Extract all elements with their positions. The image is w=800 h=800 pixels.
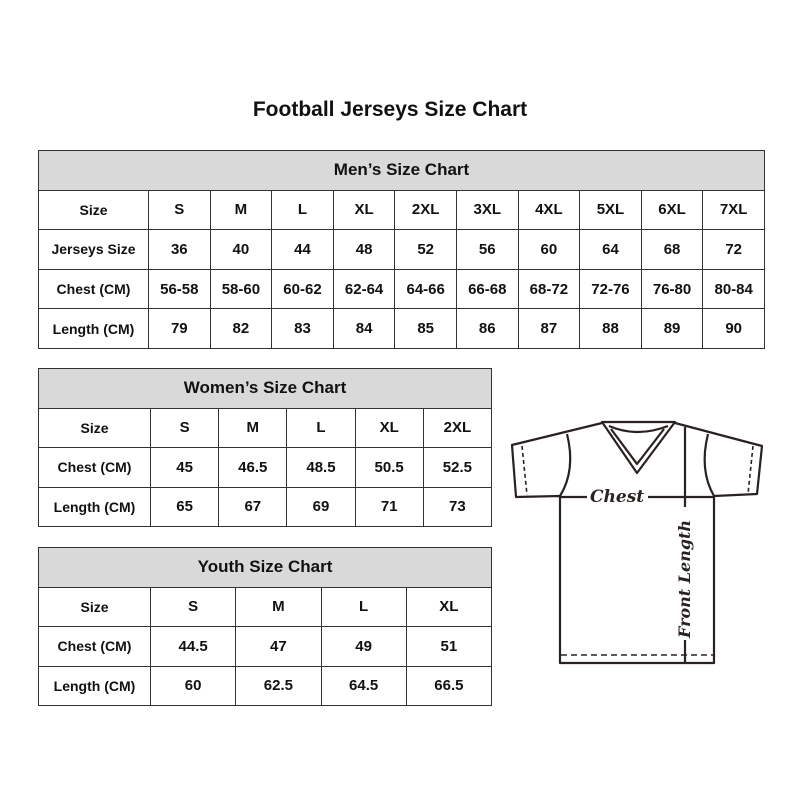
table-cell: 87 <box>517 308 581 349</box>
table-cell: 51 <box>405 626 493 667</box>
table-cell: 40 <box>209 229 273 270</box>
table-cell: 66-68 <box>455 268 519 310</box>
table-cell: 5XL <box>579 189 642 231</box>
table-cell: 52.5 <box>422 447 493 488</box>
table-cell: 7XL <box>702 189 765 231</box>
table-cell: 47 <box>235 626 322 667</box>
table-cell: 60 <box>149 665 237 706</box>
table-cell: M <box>235 586 322 627</box>
table-row: Size S M L XL 2XL 3XL 4XL 5XL 6XL 7XL <box>38 189 765 231</box>
table-cell: 68-72 <box>517 268 581 310</box>
table-cell: XL <box>332 189 396 231</box>
table-cell: 71 <box>354 486 424 527</box>
table-cell: L <box>286 407 356 448</box>
chest-label: Chest <box>590 487 644 507</box>
table-cell: 2XL <box>422 407 493 448</box>
table-cell: 44 <box>271 229 334 270</box>
table-cell: 67 <box>218 486 288 527</box>
table-cell: XL <box>405 586 493 627</box>
page-title: Football Jerseys Size Chart <box>252 98 528 121</box>
table-cell: 69 <box>286 486 356 527</box>
table-cell: 56-58 <box>148 268 211 310</box>
row-label: Size <box>38 189 149 231</box>
table-cell: 6XL <box>640 189 704 231</box>
table-cell: L <box>271 189 334 231</box>
row-label: Size <box>38 407 151 448</box>
table-cell: 49 <box>320 626 407 667</box>
table-cell: 50.5 <box>354 447 424 488</box>
row-label: Chest (CM) <box>38 447 151 488</box>
youth-size-table: Youth Size Chart Size S M L XL Chest (CM) 44.5… <box>38 547 493 706</box>
table-cell: 44.5 <box>149 626 237 667</box>
table-cell: 60 <box>517 229 581 270</box>
table-cell: 62.5 <box>235 665 322 706</box>
table-cell: M <box>218 407 288 448</box>
front-length-label: Front Length <box>675 520 694 639</box>
table-cell: 82 <box>209 308 273 349</box>
jersey-outline <box>510 421 764 665</box>
table-cell: 85 <box>394 308 457 349</box>
table-cell: 86 <box>455 308 519 349</box>
row-label: Chest (CM) <box>38 626 151 667</box>
table-cell: XL <box>354 407 424 448</box>
table-row: Length (CM) 65 67 69 71 73 <box>38 486 493 527</box>
table-cell: 88 <box>579 308 642 349</box>
table-cell: L <box>320 586 407 627</box>
table-cell: 48 <box>332 229 396 270</box>
table-cell: 84 <box>332 308 396 349</box>
table-cell: 36 <box>148 229 211 270</box>
row-label: Length (CM) <box>38 486 151 527</box>
row-label: Size <box>38 586 151 627</box>
table-row: Size S M L XL 2XL <box>38 407 493 448</box>
row-label: Jerseys Size <box>38 229 149 270</box>
table-cell: 48.5 <box>286 447 356 488</box>
table-cell: 66.5 <box>405 665 493 706</box>
table-cell: 64.5 <box>320 665 407 706</box>
jersey-collar <box>600 420 677 475</box>
table-row: Chest (CM) 45 46.5 48.5 50.5 52.5 <box>38 447 493 488</box>
womens-table-title: Women’s Size Chart <box>38 368 492 409</box>
table-cell: 90 <box>702 308 765 349</box>
table-cell: 45 <box>149 447 220 488</box>
table-cell: 65 <box>149 486 220 527</box>
mens-table-title: Men’s Size Chart <box>38 150 765 191</box>
table-row: Length (CM) 79 82 83 84 85 86 87 88 89 90 <box>38 308 765 349</box>
table-cell: S <box>149 407 220 448</box>
table-cell: S <box>149 586 237 627</box>
youth-table-title: Youth Size Chart <box>38 547 492 588</box>
row-label: Length (CM) <box>38 308 149 349</box>
table-row: Chest (CM) 44.5 47 49 51 <box>38 626 493 667</box>
table-cell: 76-80 <box>640 268 704 310</box>
womens-size-table: Women’s Size Chart Size S M L XL 2XL Chest (CM… <box>38 368 493 527</box>
table-cell: 62-64 <box>332 268 396 310</box>
table-cell: 73 <box>422 486 493 527</box>
table-row: Size S M L XL <box>38 586 493 627</box>
table-cell: 68 <box>640 229 704 270</box>
table-cell: 80-84 <box>702 268 765 310</box>
table-cell: 60-62 <box>271 268 334 310</box>
table-row: Length (CM) 60 62.5 64.5 66.5 <box>38 665 493 706</box>
mens-size-table: Men’s Size Chart Size S M L XL 2XL 3XL 4XL 5XL 6X… <box>38 150 765 349</box>
table-cell: 79 <box>148 308 211 349</box>
table-row: Jerseys Size 36 40 44 48 52 56 60 64 68 72 <box>38 229 765 270</box>
table-cell: 72-76 <box>579 268 642 310</box>
